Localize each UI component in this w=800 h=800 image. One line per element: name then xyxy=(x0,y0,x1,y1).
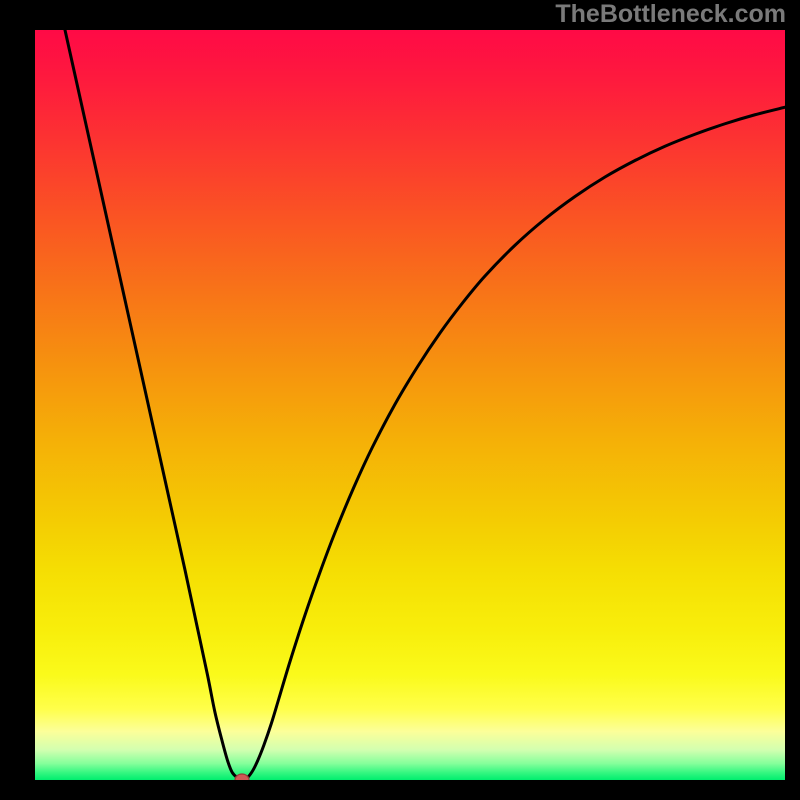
bottleneck-curve xyxy=(65,30,785,780)
watermark-text: TheBottleneck.com xyxy=(555,0,786,29)
plot-area xyxy=(35,30,785,780)
chart-frame: TheBottleneck.com xyxy=(0,0,800,800)
curve-layer xyxy=(35,30,785,780)
minimum-marker xyxy=(235,774,249,780)
